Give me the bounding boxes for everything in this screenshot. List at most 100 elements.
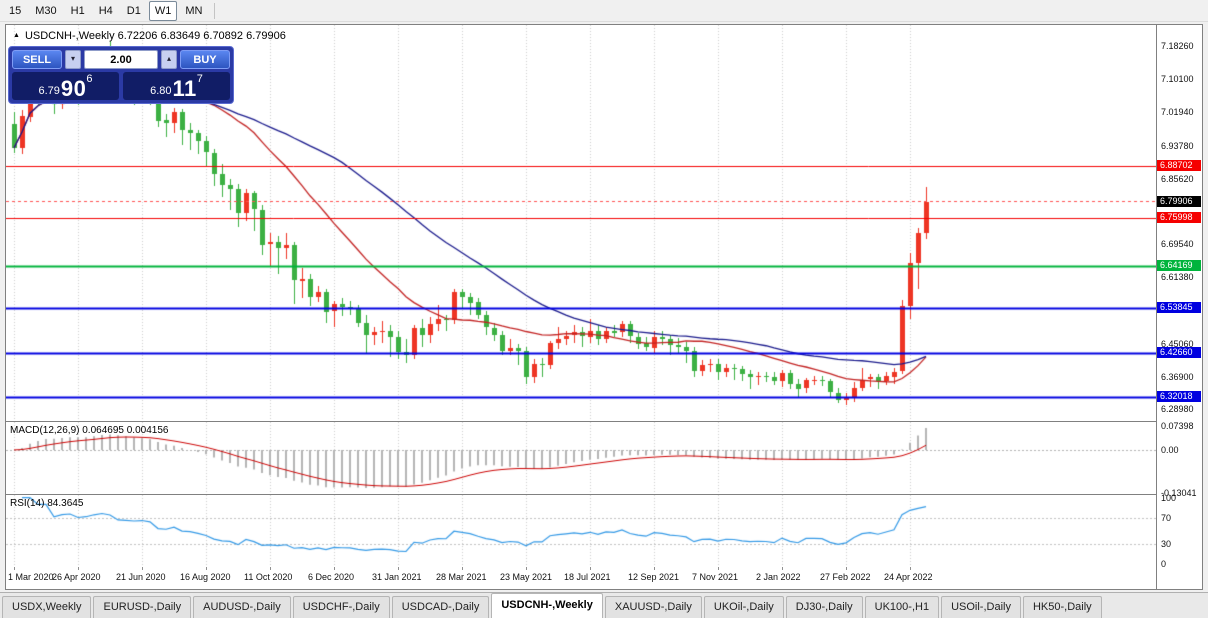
- chart-tab-label: USDCNH-,Weekly: [501, 599, 593, 611]
- date-axis-tick-mark: [910, 567, 911, 570]
- date-axis-tick-mark: [654, 567, 655, 570]
- date-axis-tick-mark: [526, 567, 527, 570]
- date-axis-tick-mark: [270, 567, 271, 570]
- timeframe-button-w1[interactable]: W1: [148, 0, 178, 21]
- level-price-tag: 6.75998: [1157, 211, 1201, 223]
- rsi-axis-tick: 30: [1161, 539, 1172, 550]
- chart-tab-label: USDX,Weekly: [12, 601, 82, 613]
- price-axis-tick: 7.18260: [1161, 40, 1194, 51]
- date-axis-label: 1 Mar 2020: [8, 572, 54, 582]
- date-axis-tick-mark: [590, 567, 591, 570]
- volume-decrease-button[interactable]: ▾: [65, 50, 81, 69]
- date-axis-label: 26 Apr 2020: [52, 572, 101, 582]
- timeframe-button-m30[interactable]: M30: [35, 4, 57, 17]
- date-axis-label: 28 Mar 2021: [436, 572, 487, 582]
- ask-price-head: 6.80: [150, 85, 172, 97]
- ask-price-pip: 7: [196, 73, 203, 85]
- ask-price[interactable]: 6.80 11 7: [123, 72, 230, 100]
- volume-input[interactable]: [84, 50, 158, 69]
- date-axis-tick-mark: [782, 567, 783, 570]
- level-price-tag: 6.64169: [1157, 259, 1201, 271]
- price-axis-tick: 6.85620: [1161, 173, 1194, 184]
- date-axis-tick-mark: [78, 567, 79, 570]
- date-axis[interactable]: 1 Mar 2020 26 Apr 2020 21 Jun 2020 16 Aug 2…: [6, 567, 1156, 589]
- price-axis-tick: 6.36900: [1161, 371, 1194, 382]
- volume-increase-button[interactable]: ▴: [161, 50, 177, 69]
- date-axis-label: 21 Jun 2020: [116, 572, 166, 582]
- sell-button[interactable]: SELL: [12, 50, 62, 69]
- current-price-tag: 6.79906: [1157, 195, 1201, 207]
- chart-tab-bar: USDX,Weekly EURUSD-,Daily AUDUSD-,Daily USD…: [0, 592, 1208, 618]
- date-axis-label: 18 Jul 2021: [564, 572, 611, 582]
- level-price-tag: 6.88702: [1157, 160, 1201, 172]
- date-axis-tick-mark: [846, 567, 847, 570]
- chart-tab-xauusddaily[interactable]: XAUUSD-,Daily: [604, 596, 702, 618]
- chart-tab-uk100h1[interactable]: UK100-,H1: [864, 596, 940, 618]
- macd-axis-tick: 0.07398: [1161, 420, 1194, 431]
- date-axis-tick-mark: [334, 567, 335, 570]
- chart-tab-label: XAUUSD-,Daily: [614, 601, 692, 613]
- date-axis-tick-mark: [718, 567, 719, 570]
- date-axis-tick-mark: [142, 567, 143, 570]
- price-axis-tick: 6.28980: [1161, 404, 1194, 414]
- date-axis-tick-mark: [206, 567, 207, 570]
- chart-tab-dj30daily[interactable]: DJ30-,Daily: [785, 596, 863, 618]
- timeframe-button-h1[interactable]: H1: [70, 4, 85, 17]
- price-axis-tick: 6.61380: [1161, 272, 1194, 283]
- rsi-axis-tick: 0: [1161, 559, 1167, 570]
- date-axis-tick-mark: [14, 567, 15, 570]
- chart-tab-label: USDCAD-,Daily: [401, 601, 480, 613]
- chart-plot-area: 1 Mar 2020 26 Apr 2020 21 Jun 2020 16 Aug 2…: [6, 25, 1156, 589]
- timeframe-button-15[interactable]: 15: [9, 4, 22, 17]
- price-axis[interactable]: 7.18260 7.10100 7.01940 6.93780 6.85620 6.695…: [1156, 25, 1202, 589]
- chart-tab-label: HK50-,Daily: [1032, 601, 1092, 613]
- chart-tab-eurusddaily[interactable]: EURUSD-,Daily: [93, 596, 192, 618]
- chart-tab-label: UK100-,H1: [874, 601, 930, 613]
- chart-tab-hk50daily[interactable]: HK50-,Daily: [1022, 596, 1102, 618]
- date-axis-label: 23 May 2021: [500, 572, 553, 582]
- chart-tab-audusddaily[interactable]: AUDUSD-,Daily: [193, 596, 291, 618]
- chart-tab-ukoildaily[interactable]: UKOil-,Daily: [703, 596, 784, 618]
- rsi-axis-tick: 70: [1161, 512, 1172, 523]
- buy-button[interactable]: BUY: [180, 50, 230, 69]
- level-price-tag: 6.42660: [1157, 347, 1201, 359]
- chart-tab-usdcaddaily[interactable]: USDCAD-,Daily: [391, 596, 490, 618]
- pane-separator[interactable]: [6, 494, 1202, 495]
- date-axis-label: 31 Jan 2021: [372, 572, 422, 582]
- chart-tab-usdchfdaily[interactable]: USDCHF-,Daily: [292, 596, 390, 618]
- macd-axis-tick: 0.00: [1161, 444, 1179, 455]
- timeframe-button-mn[interactable]: MN: [185, 4, 203, 17]
- chart-tab-usdcnhweekly[interactable]: USDCNH-,Weekly: [491, 593, 603, 618]
- macd-indicator-canvas[interactable]: [6, 422, 1156, 494]
- date-axis-tick-mark: [462, 567, 463, 570]
- level-price-tag: 6.53845: [1157, 301, 1201, 313]
- chart-tab-label: AUDUSD-,Daily: [203, 601, 281, 613]
- chart-tab-label: UKOil-,Daily: [713, 601, 774, 613]
- bid-price-head: 6.79: [38, 85, 60, 97]
- date-axis-label: 11 Oct 2020: [244, 572, 293, 582]
- timeframe-button-d1[interactable]: D1: [126, 4, 141, 17]
- price-axis-tick: 6.45060: [1161, 338, 1194, 349]
- date-axis-label: 6 Dec 2020: [308, 572, 355, 582]
- date-axis-tick-mark: [398, 567, 399, 570]
- pane-separator[interactable]: [6, 421, 1202, 422]
- chart-tab-label: DJ30-,Daily: [795, 601, 853, 613]
- macd-axis-tick: -0.13041: [1161, 487, 1197, 498]
- bid-price[interactable]: 6.79 90 6: [12, 72, 119, 100]
- one-click-collapse-icon[interactable]: ▲: [13, 32, 20, 39]
- timeframe-button-h4[interactable]: H4: [98, 4, 113, 17]
- rsi-indicator-canvas[interactable]: [6, 495, 1156, 567]
- chart-tab-usdxweekly[interactable]: USDX,Weekly: [2, 596, 92, 618]
- macd-indicator-label: MACD(12,26,9) 0.064695 0.004156: [10, 425, 169, 436]
- chart-tab-label: EURUSD-,Daily: [103, 601, 182, 613]
- chart-tab-label: USDCHF-,Daily: [302, 601, 380, 613]
- chart-tab-usoildaily[interactable]: USOil-,Daily: [941, 596, 1021, 618]
- date-axis-label: 16 Aug 2020: [180, 572, 231, 582]
- date-axis-label: 27 Feb 2022: [820, 572, 871, 582]
- bid-price-big: 90: [60, 76, 87, 101]
- rsi-indicator-label: RSI(14) 84.3645: [10, 498, 84, 509]
- chart-title: ▲ USDCNH-,Weekly 6.72206 6.83649 6.70892…: [13, 30, 286, 42]
- price-axis-tick: 6.93780: [1161, 140, 1194, 151]
